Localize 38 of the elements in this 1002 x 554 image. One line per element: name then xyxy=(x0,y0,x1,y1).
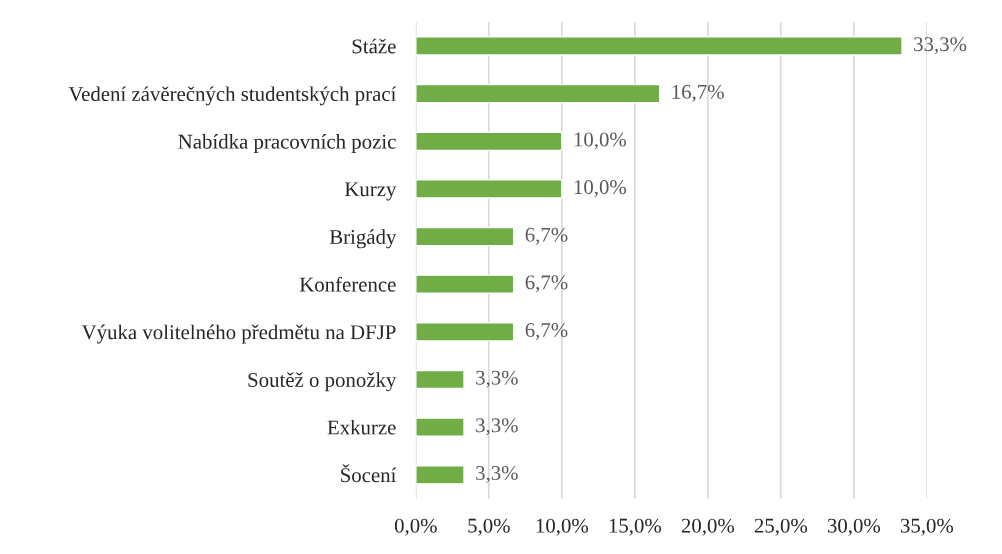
bar xyxy=(415,322,515,342)
x-tick-label: 35,0% xyxy=(900,518,954,536)
y-tick-label: Výuka volitelného předmětu na DFJP xyxy=(81,324,396,344)
x-tick-label: 30,0% xyxy=(827,518,881,536)
x-tick-label: 0,0% xyxy=(394,518,437,536)
bar xyxy=(415,369,465,390)
bar xyxy=(415,226,515,247)
bar xyxy=(415,274,515,294)
data-label: 6,7% xyxy=(525,323,568,341)
data-label: 6,7% xyxy=(525,275,568,293)
bar xyxy=(415,179,563,199)
x-tick-label: 25,0% xyxy=(754,518,808,536)
data-label: 3,3% xyxy=(476,418,518,436)
x-tick-label: 20,0% xyxy=(681,518,735,536)
y-tick-label: Brigády xyxy=(329,229,397,249)
data-label: 3,3% xyxy=(476,465,518,483)
data-label: 16,7% xyxy=(672,84,724,102)
data-label: 10,0% xyxy=(574,180,627,198)
y-tick-label: Exkurze xyxy=(327,419,396,435)
data-label: 6,7% xyxy=(525,227,568,245)
x-tick-label: 15,0% xyxy=(609,518,662,536)
y-tick-label: Vedení závěrečných studentských prací xyxy=(68,86,397,106)
data-label: 10,0% xyxy=(574,132,627,150)
y-tick-label: Kurzy xyxy=(344,182,397,201)
y-tick-label: Stáže xyxy=(352,38,396,54)
bar xyxy=(415,131,563,152)
bar xyxy=(415,465,465,485)
data-label: 33,3% xyxy=(914,37,967,55)
y-tick-label: Soutěž o ponožky xyxy=(248,372,397,392)
bar xyxy=(415,417,465,437)
x-tick-label: 10,0% xyxy=(536,518,589,536)
y-tick-label: Šocení xyxy=(341,464,397,483)
bar xyxy=(415,36,903,56)
bar xyxy=(415,83,661,104)
x-tick-label: 5,0% xyxy=(468,518,510,536)
y-tick-label: Nabídka pracovních pozic xyxy=(178,134,396,153)
y-tick-label: Konference xyxy=(299,276,396,292)
data-label: 3,3% xyxy=(476,370,518,388)
